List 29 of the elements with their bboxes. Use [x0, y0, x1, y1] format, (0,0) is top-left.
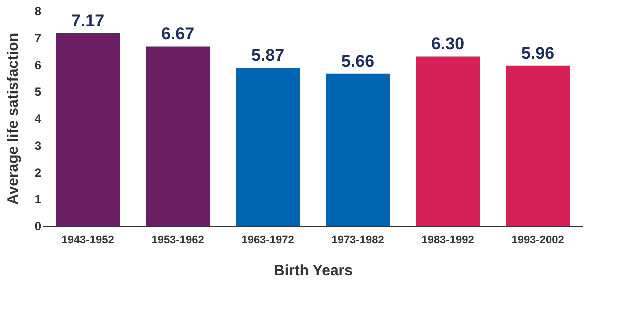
y-tick-label: 0	[34, 220, 42, 234]
y-tick-label: 2	[34, 166, 42, 180]
data-label: 5.87	[251, 46, 285, 66]
y-tick-label: 6	[34, 58, 42, 72]
bar	[56, 33, 120, 226]
x-tick-label: 1983-1992	[422, 234, 474, 246]
y-tick-label: 3	[34, 138, 42, 153]
bar	[416, 56, 480, 226]
bar	[506, 66, 570, 226]
x-tick-label: 1943-1952	[62, 234, 114, 246]
x-tick-label: 1993-2002	[512, 234, 564, 246]
data-label: 5.66	[341, 52, 375, 71]
y-tick-label: 4	[34, 112, 42, 126]
x-tick-label: 1963-1972	[242, 234, 294, 246]
y-tick-label: 8	[34, 4, 42, 18]
x-tick-label: 1953-1962	[152, 234, 204, 246]
y-tick-label: 5	[34, 85, 42, 100]
data-label: 7.17	[71, 11, 105, 30]
data-label: 6.67	[161, 24, 195, 44]
bar	[146, 46, 210, 226]
y-tick-label: 7	[34, 31, 42, 46]
y-tick-label: 1	[34, 192, 42, 207]
y-axis-title: Average life satisfaction	[4, 32, 22, 206]
bar	[236, 68, 300, 226]
data-label: 6.30	[431, 34, 465, 54]
x-axis-title: Birth Years	[274, 262, 353, 280]
x-tick-label: 1973-1982	[332, 234, 384, 246]
bar	[326, 74, 390, 226]
data-label: 5.96	[521, 44, 555, 63]
